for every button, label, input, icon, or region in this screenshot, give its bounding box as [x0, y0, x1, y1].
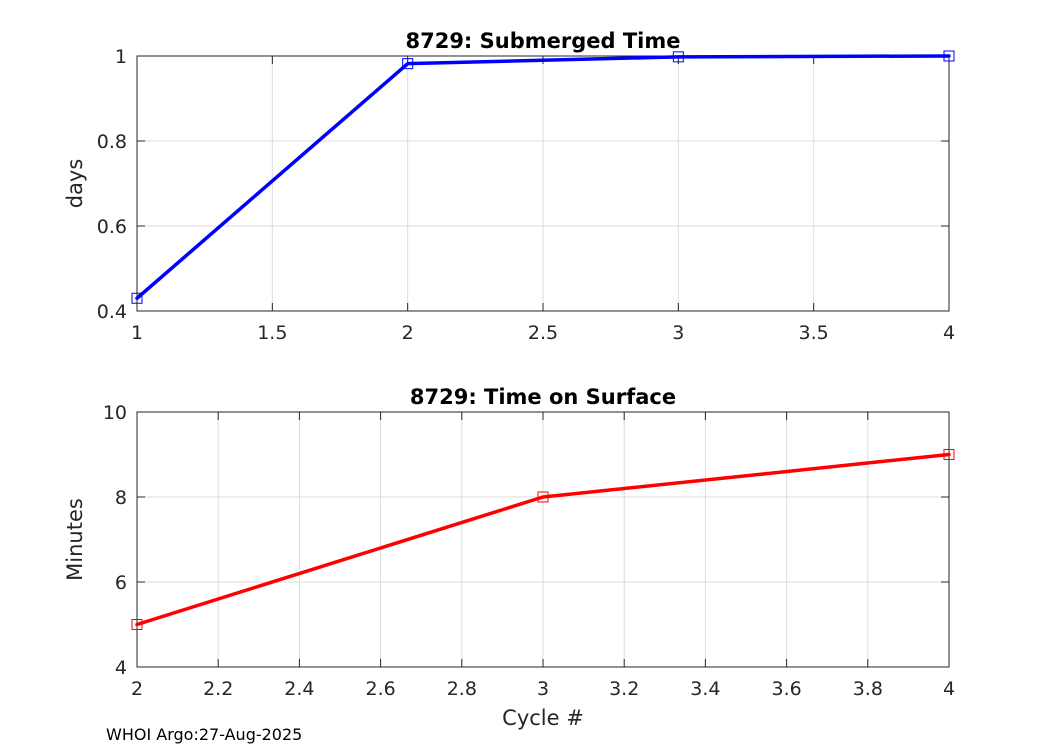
- x-axis-label: Cycle #: [502, 706, 584, 730]
- y-tick-label: 1: [115, 46, 127, 68]
- x-tick-label: 3.2: [609, 678, 639, 700]
- chart-2: 2 2.2 2.4 2.6 2.8 3 3.2 3.4 3.6 3.8 4 4 6 8 10 8729: Ti…: [63, 385, 955, 730]
- x-tick-label: 3.4: [690, 678, 720, 700]
- data-point-marker: [943, 449, 955, 460]
- y-tick-label: 4: [115, 657, 127, 679]
- axes-frame: [136, 55, 950, 312]
- y-tick-label: 0.4: [97, 301, 127, 323]
- y-tick-label: 0.8: [97, 131, 127, 153]
- x-tick-label: 2.4: [284, 678, 314, 700]
- series-line: [135, 54, 951, 300]
- x-tick-label: 2: [402, 322, 414, 344]
- x-tick-label: 2.2: [203, 678, 233, 700]
- chart-title: 8729: Submerged Time: [405, 29, 680, 53]
- data-point-marker: [672, 51, 684, 63]
- data-point-marker: [402, 58, 414, 70]
- x-tick-label: 2.8: [447, 678, 477, 700]
- chart-1: 1 1.5 2 2.5 3 3.5 4 0.4 0.6 0.8 1 8729: Submerged T…: [63, 29, 955, 344]
- data-point-marker: [943, 50, 955, 62]
- axes-frame: [136, 411, 950, 668]
- footer-credit: WHOI Argo:27-Aug-2025: [106, 725, 303, 744]
- series-line: [135, 452, 951, 627]
- data-point-marker: [131, 292, 143, 304]
- chart-title: 8729: Time on Surface: [410, 385, 676, 409]
- x-tick-label: 2: [131, 678, 143, 700]
- data-point-marker: [131, 619, 143, 630]
- x-tick-label: 3.8: [853, 678, 883, 700]
- x-tick-label: 3: [672, 322, 684, 344]
- x-tick-label: 3: [537, 678, 549, 700]
- y-tick-label: 8: [115, 487, 127, 509]
- y-tick-label: 6: [115, 572, 127, 594]
- x-tick-label: 1: [131, 322, 143, 344]
- x-tick-label: 4: [943, 322, 955, 344]
- x-tick-label: 3.5: [799, 322, 829, 344]
- x-tick-label: 2.6: [365, 678, 395, 700]
- x-tick-label: 3.6: [771, 678, 801, 700]
- data-point-marker: [537, 491, 549, 503]
- y-tick-label: 0.6: [97, 216, 127, 238]
- x-tick-label: 4: [943, 678, 955, 700]
- y-axis-label: Minutes: [63, 498, 87, 581]
- x-tick-label: 2.5: [528, 322, 558, 344]
- y-tick-label: 10: [103, 402, 127, 424]
- y-axis-label: days: [63, 159, 87, 209]
- x-tick-label: 1.5: [257, 322, 287, 344]
